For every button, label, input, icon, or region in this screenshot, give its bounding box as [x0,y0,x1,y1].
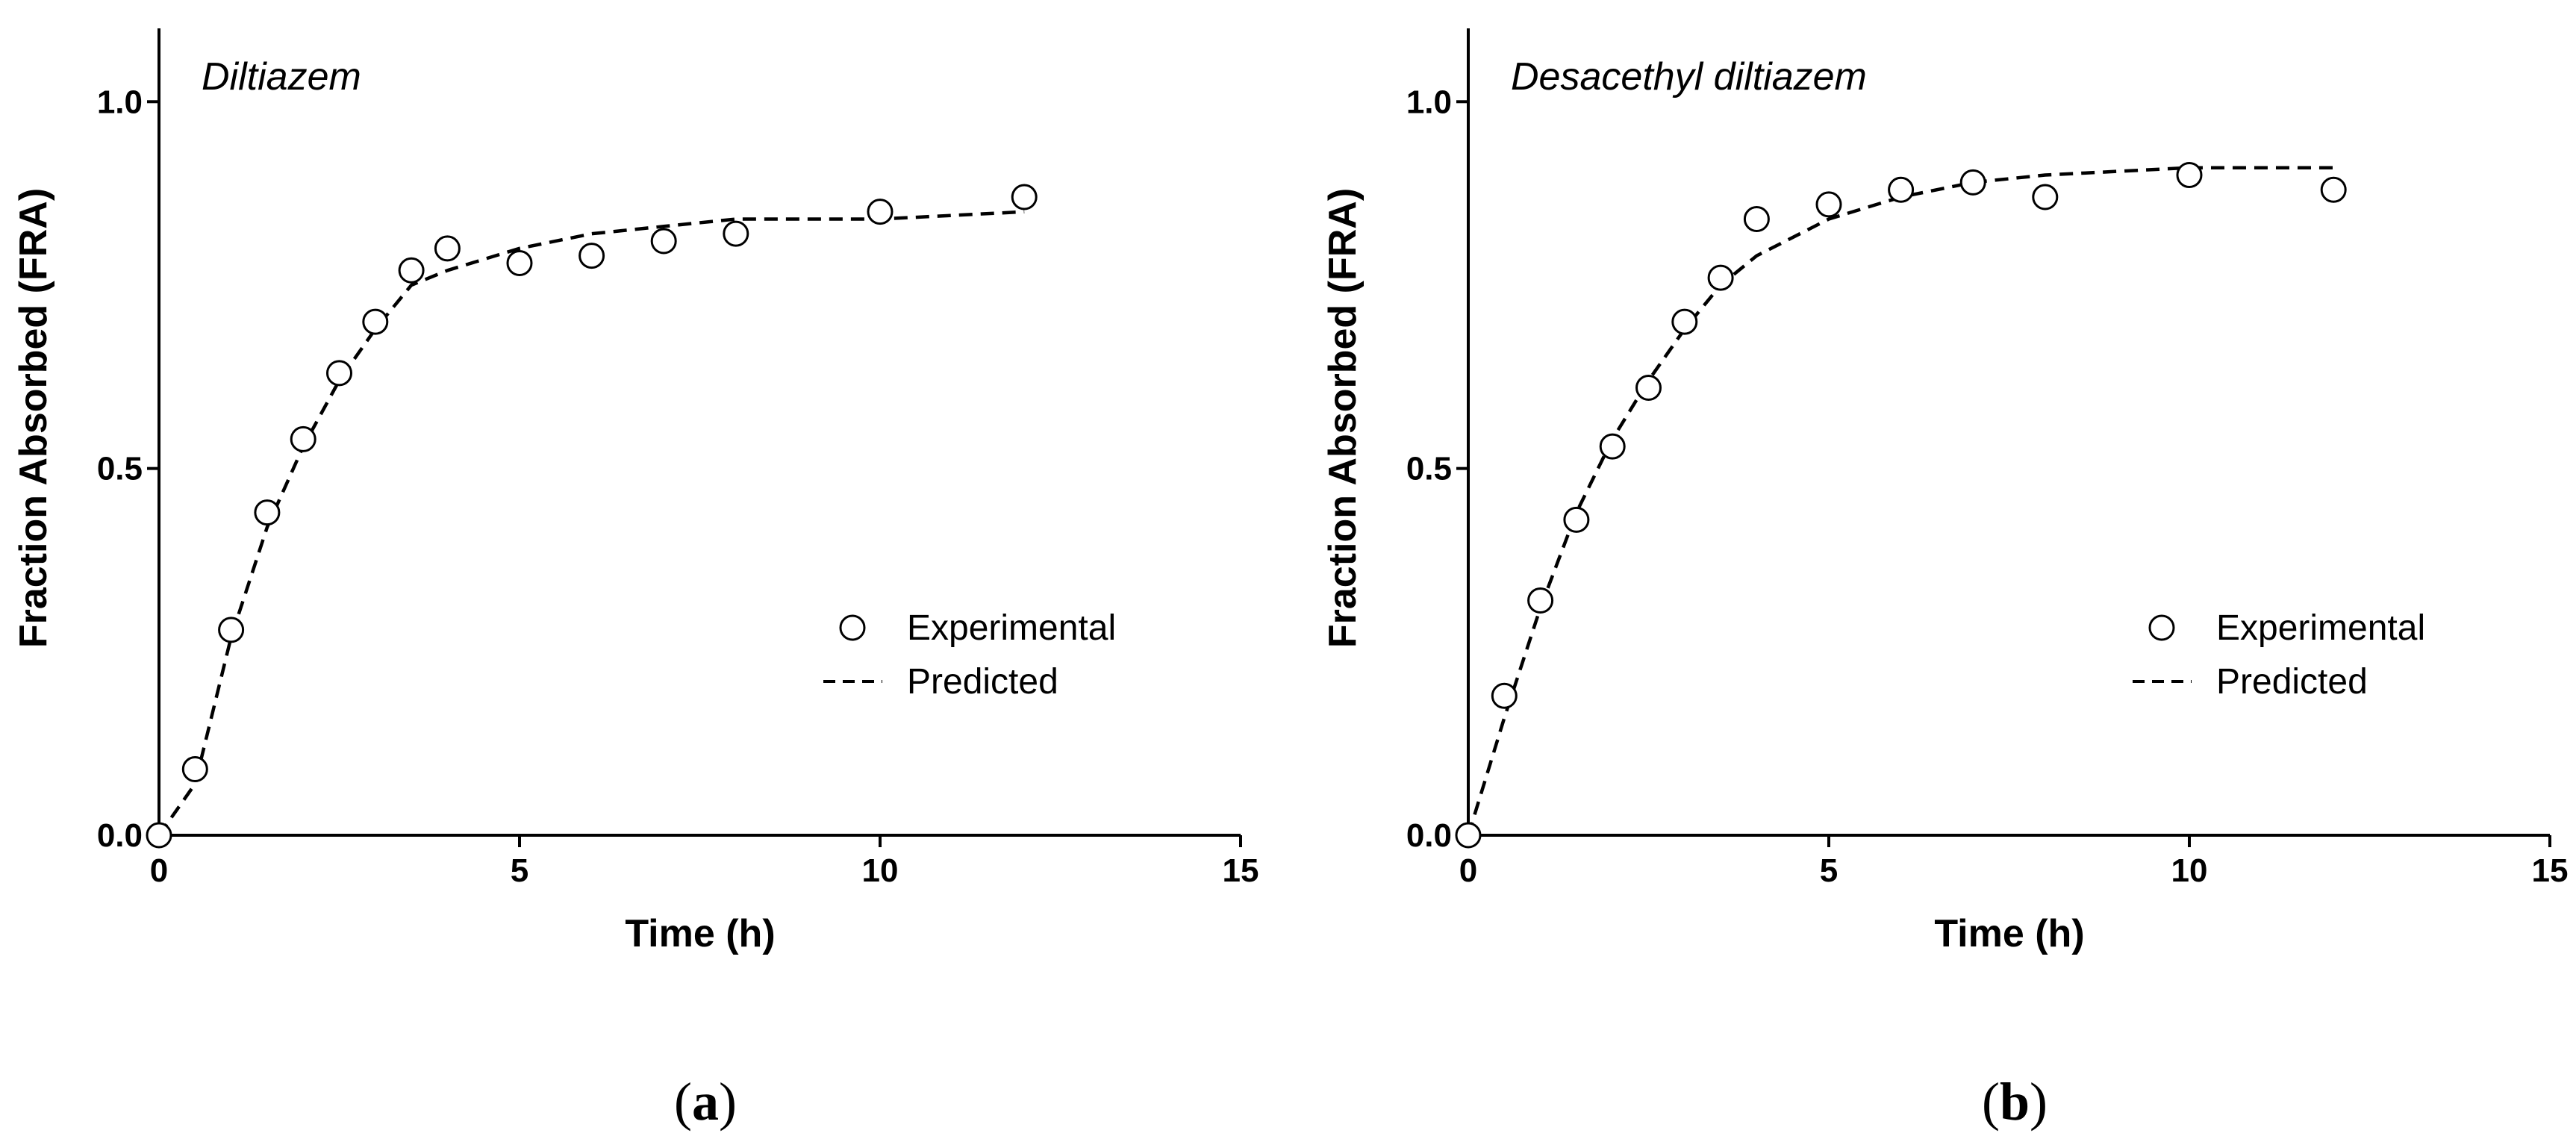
chart-b-experimental-point [1815,191,1842,218]
chart-a-experimental-point [1011,184,1038,210]
chart-a-experimental-point [362,308,389,335]
chart-b-experimental-point [2176,162,2203,189]
chart-a-experimental-point [650,228,677,255]
chart-b-experimental-point [2320,176,2347,203]
chart-b-experimental-point [1707,264,1734,291]
chart-b-legend-experimental: Experimental [2216,608,2425,648]
chart-panel-b: 0 5 10 15 0.0 0.5 1.0 Desacethyl diltiazem Fra… [1321,28,2568,1132]
chart-b-experimental-point [1671,308,1698,335]
chart-panel-a: 0 5 10 15 0.0 0.5 1.0 Diltiazem Fraction Absor… [12,28,1259,1132]
chart-a-legend-experimental: Experimental [907,608,1116,648]
chart-b-experimental-point [1599,433,1626,460]
chart-b-experimental-point [1743,206,1770,233]
chart-a-x-tick-label: 10 [862,852,899,889]
chart-a-experimental-point [326,360,352,387]
chart-b-y-axis-title: Fraction Absorbed (FRA) [1321,188,1365,648]
chart-a-y-tick-label: 0.5 [97,451,143,487]
chart-b-y-tick-label: 0.0 [1406,817,1452,854]
chart-b-experimental-point [2032,184,2059,210]
chart-b-experimental-point [1959,169,1986,196]
chart-a-experimental-point [290,425,316,452]
panel-label-a: (a) [674,1072,737,1132]
chart-b-x-tick-label: 10 [2171,852,2208,889]
chart-b-x-axis-title: Time (h) [1934,912,2084,955]
chart-a-experimental-point [578,243,605,269]
chart-b-legend-predicted: Predicted [2216,662,2368,702]
chart-a-title: Diltiazem [202,55,361,99]
chart-a-y-axis-title: Fraction Absorbed (FRA) [12,188,55,648]
chart-a-experimental-point [723,220,749,247]
chart-b-experimental-point [1888,176,1915,203]
chart-a-predicted-line [158,210,1025,837]
chart-b-y-tick-label: 0.5 [1406,451,1452,487]
chart-b-y-tick-label: 1.0 [1406,84,1452,120]
chart-a-legend-circle-icon [839,614,866,641]
chart-b-experimental-point [1491,682,1518,709]
chart-b-legend: Experimental Predicted [2133,608,2425,702]
chart-a-x-axis-title: Time (h) [625,912,775,955]
chart-b-marks: 0 5 10 15 0.0 0.5 1.0 [1406,28,2569,889]
chart-a-y-tick-label: 0.0 [97,817,143,854]
chart-b-x-tick-label: 0 [1459,852,1477,889]
chart-b-title: Desacethyl diltiazem [1511,55,1867,99]
chart-a-experimental-point [867,199,894,225]
chart-a-experimental-point [506,249,533,276]
chart-a-x-tick-label: 0 [150,852,168,889]
panel-label-b: (b) [1982,1072,2048,1132]
chart-a-x-tick-label: 15 [1223,852,1259,889]
chart-a-marks: 0 5 10 15 0.0 0.5 1.0 [97,28,1259,889]
chart-b-experimental-point [1563,506,1590,533]
chart-a-x-tick-label: 5 [511,852,528,889]
chart-a-experimental-point [434,235,461,262]
chart-a-legend: Experimental Predicted [823,608,1116,702]
chart-a-legend-predicted: Predicted [907,662,1058,702]
chart-b-predicted-line [1466,166,2334,836]
chart-a-experimental-point [254,499,281,526]
chart-b-experimental-point [1527,587,1554,614]
chart-a-experimental-point [398,257,425,284]
chart-a-experimental-point [146,822,172,849]
chart-b-x-tick-label: 15 [2532,852,2569,889]
chart-b-experimental-point [1455,822,1482,849]
chart-b-legend-circle-icon [2148,614,2175,641]
chart-b-experimental-point [1635,375,1662,402]
chart-a-y-tick-label: 1.0 [97,84,143,120]
chart-a-experimental-point [181,756,208,783]
chart-a-experimental-point [218,617,245,643]
chart-b-x-tick-label: 5 [1820,852,1838,889]
